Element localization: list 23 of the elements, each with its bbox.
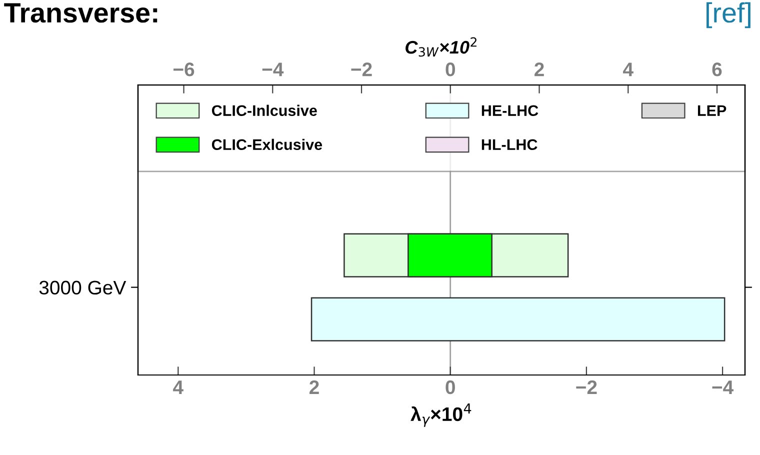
x-tick-label: −4	[712, 380, 734, 394]
x2-tick-label: 0	[446, 62, 455, 76]
legend-label: HE-LHC	[482, 105, 538, 116]
legend-label: LEP	[698, 105, 726, 116]
x2-tick-label: −6	[173, 62, 194, 76]
chart-title: Transverse:	[4, 3, 158, 23]
x-tick-label: 2	[310, 380, 319, 394]
x2-tick-label: 6	[712, 62, 722, 76]
x2-tick-label: −2	[351, 62, 372, 76]
legend-label: CLIC-Exlcusive	[212, 138, 322, 150]
x2-tick-label: 4	[623, 62, 634, 76]
x2-tick-label: −4	[262, 62, 284, 76]
bar	[310, 297, 726, 342]
x-tick-label: −2	[576, 380, 597, 394]
y-tick-label: 3000 GeV	[39, 280, 126, 295]
x-axis-title: λ$_{γ}$×10$^{4}$	[410, 404, 472, 427]
x2-tick-label: 2	[534, 62, 544, 76]
x-tick-label: 0	[446, 380, 455, 394]
text: [ref]	[706, 2, 750, 28]
x-tick-label: 4	[173, 380, 184, 394]
legend-label: HL-LHC	[482, 139, 538, 150]
legend-label: CLIC-Inlcusive	[212, 104, 317, 116]
x2-axis-title: C$_{3W}$×10$^{2}$	[406, 37, 476, 57]
